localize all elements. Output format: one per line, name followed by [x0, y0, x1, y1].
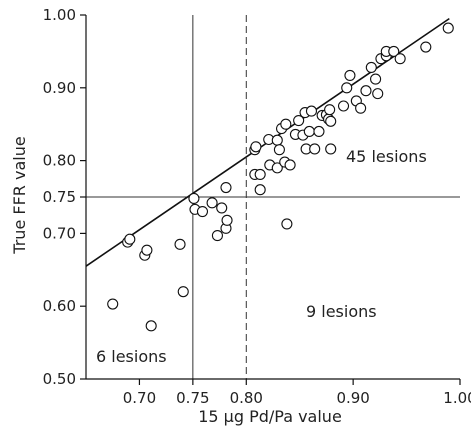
data-point [325, 115, 337, 127]
data-point [341, 82, 353, 94]
data-point [211, 230, 223, 242]
svg-text:True FFR value: True FFR value [10, 136, 29, 254]
annotation-45-lesions: 45 lesions [346, 147, 427, 166]
annotation-9-lesions: 9 lesions [306, 302, 377, 321]
data-point [388, 45, 400, 57]
data-point [442, 22, 454, 34]
x-tick-label: 0.75 [176, 389, 209, 407]
y-axis-title: True FFR value [10, 136, 29, 254]
data-point [273, 144, 285, 156]
y-tick-label: 0.80 [43, 152, 76, 170]
data-point [280, 118, 292, 130]
plot-content: 0.50 0.60 0.70 0.75 0.80 0.90 1.00 0.70 0.75 0.80… [43, 6, 471, 407]
data-point [360, 85, 372, 97]
y-tick-label: 0.90 [43, 79, 76, 97]
data-point [355, 102, 367, 114]
x-tick-label: 1.00 [443, 389, 471, 407]
annotation-6-lesions: 6 lesions [96, 347, 167, 366]
data-point [420, 41, 432, 53]
data-point [124, 233, 136, 245]
data-point [281, 218, 293, 230]
data-point [177, 286, 189, 298]
data-point [254, 168, 266, 180]
data-point [107, 298, 119, 310]
data-point [220, 181, 232, 194]
data-point [141, 244, 153, 256]
data-point [303, 125, 315, 138]
data-point [206, 197, 218, 209]
data-point [309, 143, 321, 155]
data-point [188, 192, 200, 205]
data-point [221, 214, 233, 226]
data-point [325, 143, 337, 155]
x-tick-label: 0.90 [336, 389, 369, 407]
data-point [145, 320, 157, 332]
data-point [344, 69, 356, 81]
data-point [365, 61, 377, 73]
data-point [293, 115, 305, 127]
x-axis-title: 15 µg Pd/Pa value [198, 407, 342, 426]
data-point [372, 88, 384, 100]
data-point [271, 162, 283, 174]
data-point [271, 134, 283, 146]
data-point [254, 184, 266, 196]
y-tick-label: 0.50 [43, 370, 76, 388]
y-tick-label: 0.75 [43, 188, 76, 206]
data-point [216, 202, 228, 214]
data-point [250, 141, 262, 153]
y-tick-label: 0.70 [43, 224, 76, 242]
x-tick-label: 0.70 [123, 389, 156, 407]
data-point [305, 105, 318, 117]
data-point [337, 100, 350, 112]
data-point [313, 125, 325, 138]
data-point [174, 238, 186, 250]
data-point [196, 206, 209, 218]
data-point [284, 159, 296, 171]
data-point [394, 53, 406, 65]
data-point [324, 104, 336, 116]
x-tick-label: 0.80 [230, 389, 263, 407]
y-tick-label: 1.00 [43, 6, 76, 24]
y-tick-label: 0.60 [43, 297, 76, 315]
data-point [370, 73, 382, 85]
